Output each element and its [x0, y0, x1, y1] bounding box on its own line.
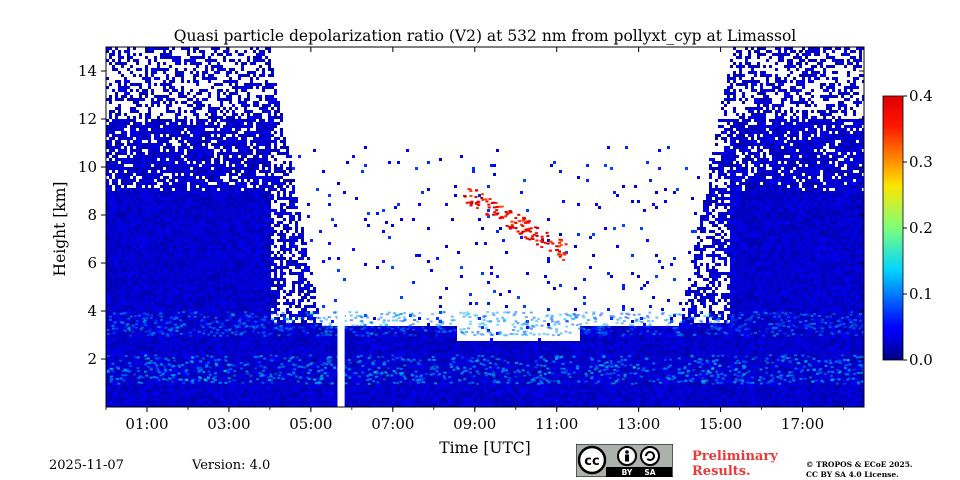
heatmap-area — [106, 47, 864, 407]
colorbar-tick-label: 0.2 — [909, 219, 933, 237]
copyright-notice: © TROPOS & ECoE 2025. CC BY SA 4.0 Licen… — [806, 460, 913, 479]
y-axis-ticks: 2 4 6 8 10 12 14 — [78, 62, 864, 368]
footer-date: 2025-11-07 — [49, 458, 124, 473]
x-tick-label: 07:00 — [371, 415, 414, 433]
y-tick-label: 6 — [87, 254, 97, 272]
aerosol-layer-1 — [106, 311, 864, 337]
footer-version: Version: 4.0 — [192, 458, 271, 473]
chart-title: Quasi particle depolarization ratio (V2)… — [174, 27, 797, 45]
y-axis-label: Height [km] — [51, 182, 69, 277]
preliminary-results-note: Preliminary Results. — [692, 449, 778, 479]
colorbar-tick-label: 0.3 — [909, 153, 933, 171]
x-tick-label: 13:00 — [617, 415, 660, 433]
colorbar-ticks: 0.0 0.1 0.2 0.3 0.4 — [903, 87, 933, 369]
cc-icon — [577, 445, 607, 475]
colorbar-tick-label: 0.0 — [909, 351, 933, 369]
colorbar-tick-label: 0.1 — [909, 285, 933, 303]
x-tick-label: 09:00 — [453, 415, 496, 433]
y-tick-label: 8 — [87, 206, 97, 224]
x-tick-label: 17:00 — [781, 415, 824, 433]
y-tick-label: 12 — [78, 110, 97, 128]
x-tick-label: 03:00 — [207, 415, 250, 433]
x-tick-label: 05:00 — [289, 415, 332, 433]
x-tick-label: 01:00 — [125, 415, 168, 433]
aerosol-layer-0 — [106, 354, 864, 385]
x-tick-label: 11:00 — [535, 415, 578, 433]
y-tick-label: 4 — [87, 302, 97, 320]
colorbar — [882, 95, 904, 361]
share-alike-icon — [640, 446, 660, 466]
data-gap — [337, 282, 345, 407]
cc-license-badge[interactable]: cc BY SA — [576, 444, 673, 477]
plot-frame — [105, 46, 865, 408]
y-tick-label: 2 — [87, 350, 97, 368]
x-axis-ticks: 01:00 03:00 05:00 07:00 09:00 11:00 13:00 15:00… — [105, 47, 844, 433]
colorbar-tick-label: 0.4 — [909, 87, 933, 105]
x-axis-label: Time [UTC] — [439, 439, 530, 457]
y-tick-label: 14 — [78, 62, 97, 80]
y-tick-label: 10 — [78, 158, 97, 176]
aerosol-layer-2 — [463, 188, 568, 261]
x-tick-label: 15:00 — [699, 415, 742, 433]
